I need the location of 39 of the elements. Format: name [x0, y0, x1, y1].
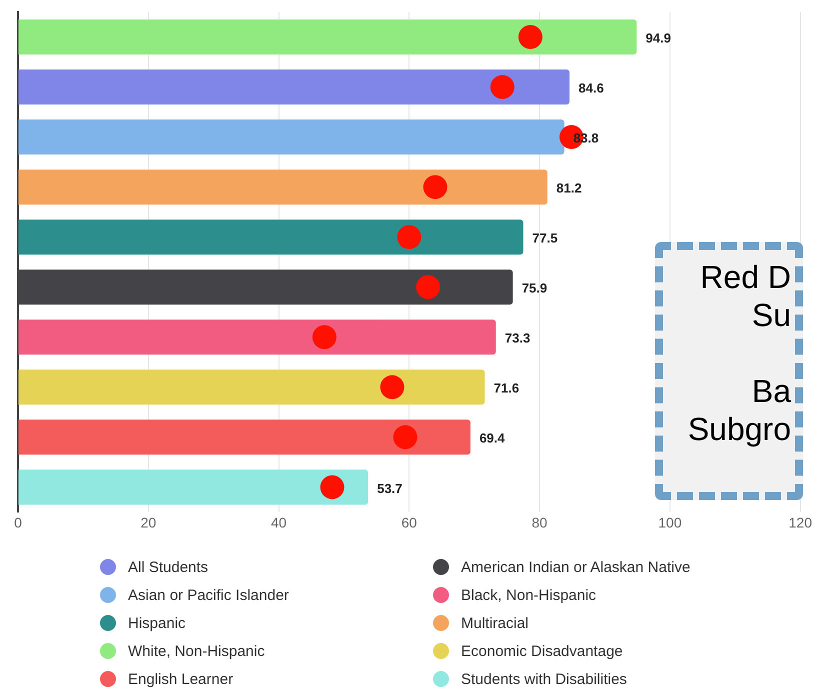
legend-label: American Indian or Alaskan Native — [461, 558, 690, 576]
data-label: 73.3 — [504, 330, 530, 346]
data-label: 81.2 — [556, 180, 582, 196]
point — [490, 75, 514, 100]
x-tick-label: 60 — [401, 514, 418, 530]
legend-label: Black, Non-Hispanic — [461, 586, 596, 604]
point — [312, 325, 336, 350]
legend-label: English Learner — [128, 670, 234, 688]
point — [416, 275, 440, 300]
point — [518, 25, 542, 50]
legend-label: White, Non-Hispanic — [128, 642, 265, 660]
legend-label: Asian or Pacific Islander — [128, 586, 289, 604]
x-tick-label: 40 — [270, 514, 287, 530]
x-tick-label: 0 — [14, 514, 22, 530]
data-label: 77.5 — [532, 230, 558, 246]
data-label: 71.6 — [494, 380, 520, 396]
annotation: Subgro — [686, 410, 791, 448]
legend-label: Hispanic — [128, 614, 186, 632]
data-label: 94.9 — [646, 30, 671, 46]
annotation: Ba — [750, 372, 791, 410]
legend-label: Students with Disabilities — [461, 670, 627, 688]
point — [397, 225, 422, 250]
point — [423, 175, 448, 200]
data-label: 53.7 — [377, 480, 402, 496]
x-tick-label: 80 — [532, 514, 548, 530]
legend-label: Economic Disadvantage — [461, 642, 623, 660]
legend-label: All Students — [128, 558, 208, 576]
x-tick-label: 20 — [140, 514, 156, 530]
data-label: 69.4 — [479, 430, 506, 446]
point — [393, 425, 418, 450]
legend-label: Multiracial — [461, 614, 529, 632]
x-tick-label: 100 — [658, 514, 682, 530]
annotation: Su — [750, 296, 791, 334]
point — [320, 475, 344, 500]
point — [380, 375, 404, 400]
data-label: 75.9 — [522, 280, 548, 296]
annotation: Red D — [699, 258, 791, 296]
data-label: 84.6 — [578, 80, 604, 96]
x-tick-label: 120 — [788, 514, 812, 530]
